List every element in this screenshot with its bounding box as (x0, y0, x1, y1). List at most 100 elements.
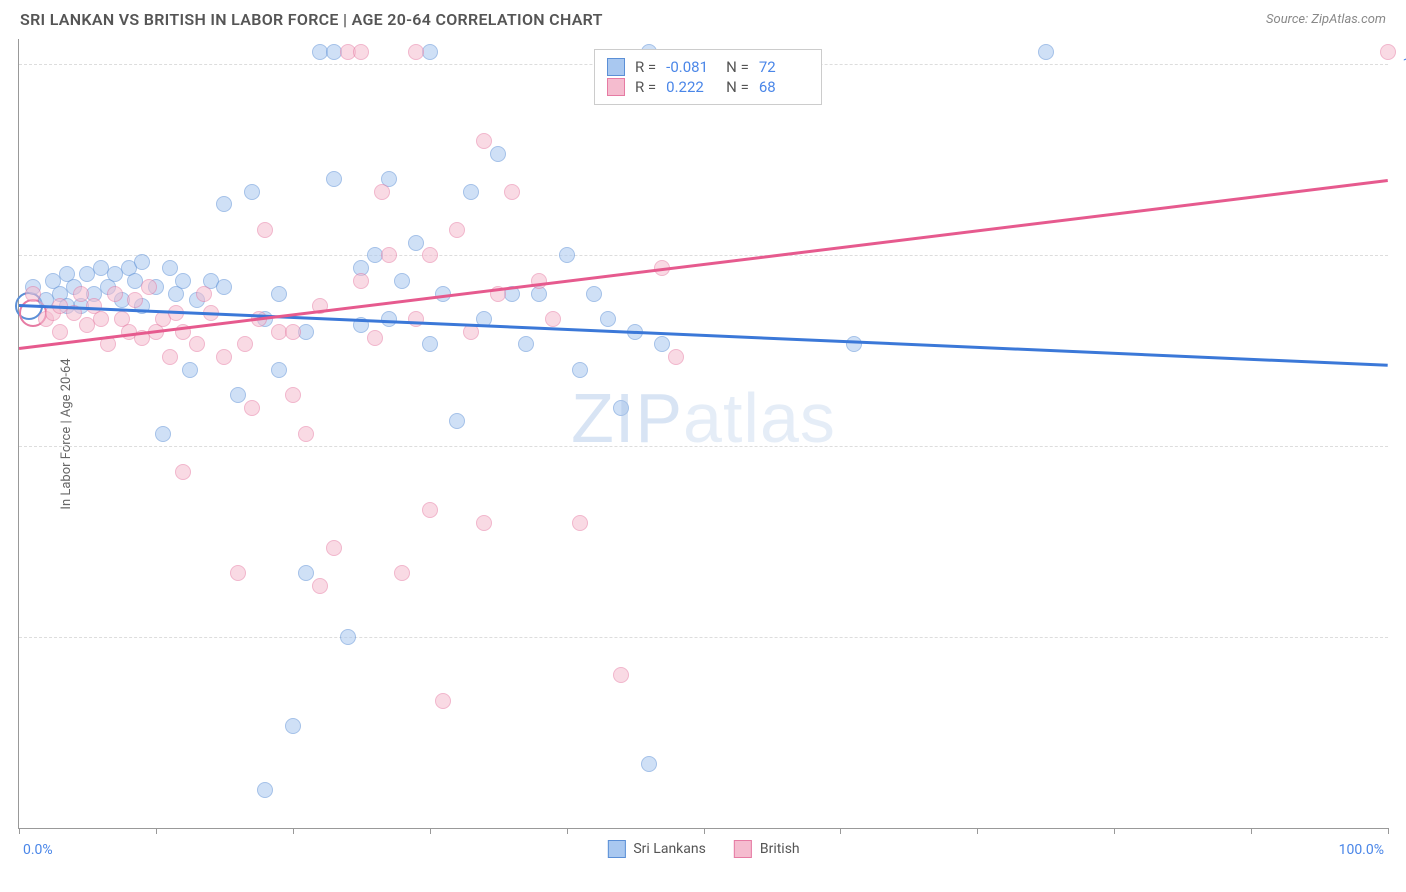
data-point (312, 578, 328, 594)
data-point (162, 260, 178, 276)
data-point (93, 311, 109, 327)
data-point (155, 426, 171, 442)
chart-title: SRI LANKAN VS BRITISH IN LABOR FORCE | A… (20, 10, 603, 29)
data-point (107, 286, 123, 302)
correlation-legend: R =-0.081N =72R =0.222N =68 (594, 49, 822, 105)
data-point (196, 286, 212, 302)
legend-r-label: R = (635, 58, 656, 76)
data-point (463, 184, 479, 200)
data-point (449, 222, 465, 238)
legend-label: British (760, 841, 800, 857)
data-point (1380, 44, 1396, 60)
x-tick-mark (19, 828, 20, 834)
chart-area: In Labor Force | Age 20-64 55.0%70.0%85.… (18, 39, 1388, 829)
data-point (189, 336, 205, 352)
legend-r-value: -0.081 (666, 58, 716, 76)
data-point (326, 171, 342, 187)
data-point (408, 311, 424, 327)
x-tick-mark (156, 828, 157, 834)
data-point (613, 400, 629, 416)
gridline (19, 446, 1388, 447)
data-point (285, 324, 301, 340)
data-point (435, 693, 451, 709)
data-point (846, 336, 862, 352)
data-point (586, 286, 602, 302)
data-point (285, 718, 301, 734)
data-point (127, 292, 143, 308)
legend-item: Sri Lankans (607, 840, 706, 858)
data-point (422, 44, 438, 60)
data-point (175, 464, 191, 480)
x-tick-mark (430, 828, 431, 834)
data-point (237, 336, 253, 352)
data-point (216, 196, 232, 212)
data-point (134, 254, 150, 270)
x-tick-mark (293, 828, 294, 834)
data-point (654, 336, 670, 352)
data-point (216, 349, 232, 365)
data-point (244, 184, 260, 200)
data-point (504, 184, 520, 200)
x-tick-mark (704, 828, 705, 834)
data-point (449, 413, 465, 429)
data-point (1038, 44, 1054, 60)
data-point (141, 279, 157, 295)
data-point (257, 222, 273, 238)
data-point (408, 44, 424, 60)
data-point (367, 330, 383, 346)
data-point (422, 336, 438, 352)
data-point (285, 387, 301, 403)
legend-swatch (607, 58, 625, 76)
legend-row: R =-0.081N =72 (607, 58, 809, 76)
source-attribution: Source: ZipAtlas.com (1266, 12, 1386, 27)
data-point (340, 629, 356, 645)
gridline (19, 637, 1388, 638)
x-tick-mark (1114, 828, 1115, 834)
data-point (353, 44, 369, 60)
data-point (408, 235, 424, 251)
data-point (422, 247, 438, 263)
data-point (52, 324, 68, 340)
data-point (298, 324, 314, 340)
data-point (244, 400, 260, 416)
data-point (394, 273, 410, 289)
legend-swatch (607, 78, 625, 96)
data-point (162, 349, 178, 365)
x-tick-mark (1251, 828, 1252, 834)
data-point (531, 273, 547, 289)
data-point (374, 184, 390, 200)
data-point (230, 565, 246, 581)
series-legend: Sri Lankans British (607, 840, 799, 858)
data-point (257, 782, 273, 798)
data-point (381, 247, 397, 263)
gridline (19, 255, 1388, 256)
data-point (572, 362, 588, 378)
data-point (298, 426, 314, 442)
data-point (490, 146, 506, 162)
data-point (271, 286, 287, 302)
x-tick-mark (567, 828, 568, 834)
legend-swatch (734, 840, 752, 858)
data-point (518, 336, 534, 352)
data-point (230, 387, 246, 403)
legend-n-value: 72 (759, 58, 809, 76)
data-point (175, 273, 191, 289)
data-point (600, 311, 616, 327)
x-tick-mark (840, 828, 841, 834)
data-point (216, 279, 232, 295)
legend-swatch (607, 840, 625, 858)
data-point (326, 540, 342, 556)
data-point (559, 247, 575, 263)
data-point (271, 362, 287, 378)
legend-item: British (734, 840, 800, 858)
data-point (394, 565, 410, 581)
legend-r-value: 0.222 (666, 78, 716, 96)
legend-label: Sri Lankans (633, 841, 706, 857)
data-point (353, 273, 369, 289)
data-point (422, 502, 438, 518)
x-tick-mark (977, 828, 978, 834)
legend-r-label: R = (635, 78, 656, 96)
legend-n-label: N = (726, 78, 749, 96)
data-point (476, 515, 492, 531)
data-point (298, 565, 314, 581)
